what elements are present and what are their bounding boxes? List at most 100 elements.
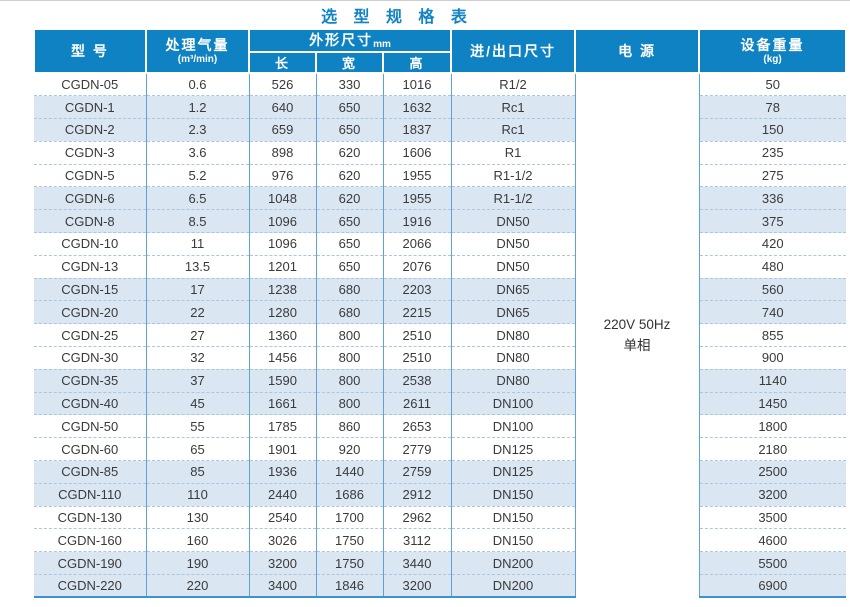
cell-height: 2912 [382, 482, 452, 507]
cell-length: 1901 [248, 437, 317, 461]
cell-length: 1096 [248, 209, 317, 233]
cell-width: 800 [315, 346, 384, 370]
cell-height: 3200 [382, 574, 452, 599]
cell-height: 3112 [382, 528, 452, 552]
cell-port: DN50 [450, 254, 576, 279]
cell-port: DN100 [450, 414, 576, 438]
cell-length: 1238 [248, 277, 317, 301]
cell-width: 1750 [315, 551, 384, 575]
cell-capacity: 5.2 [145, 163, 250, 187]
cell-width: 650 [315, 118, 384, 142]
table-row: CGDN-13 13.5 1201 650 2076 DN50 480 [34, 254, 847, 279]
cell-width: 620 [315, 186, 384, 210]
cell-weight: 4600 [698, 528, 847, 552]
cell-length: 1661 [248, 391, 317, 415]
cell-port: R1-1/2 [450, 163, 576, 187]
cell-width: 1686 [315, 482, 384, 507]
cell-weight: 1140 [698, 368, 847, 393]
cell-capacity: 130 [145, 505, 250, 529]
cell-port: DN80 [450, 368, 576, 393]
col-header-dimensions-unit: mm [373, 39, 391, 51]
table-row: CGDN-1 1.2 640 650 1632 Rc1 78 [34, 95, 847, 119]
cell-width: 800 [315, 391, 384, 415]
cell-port: DN150 [450, 505, 576, 529]
table-row: CGDN-40 45 1661 800 2611 DN100 1450 [34, 391, 847, 415]
cell-model: CGDN-6 [34, 186, 147, 210]
cell-port: DN200 [450, 574, 576, 599]
cell-port: DN100 [450, 391, 576, 415]
cell-weight: 50 [698, 73, 847, 96]
cell-model: CGDN-3 [34, 140, 147, 165]
cell-port: DN50 [450, 209, 576, 233]
cell-width: 1700 [315, 505, 384, 529]
cell-width: 860 [315, 414, 384, 438]
cell-length: 3026 [248, 528, 317, 552]
cell-length: 1096 [248, 232, 317, 256]
cell-model: CGDN-25 [34, 323, 147, 347]
cell-length: 2440 [248, 482, 317, 507]
cell-weight: 560 [698, 277, 847, 301]
cell-width: 800 [315, 368, 384, 393]
cell-height: 1955 [382, 163, 452, 187]
table-row: CGDN-25 27 1360 800 2510 DN80 855 [34, 323, 847, 347]
cell-length: 1590 [248, 368, 317, 393]
cell-width: 1750 [315, 528, 384, 552]
cell-height: 2759 [382, 460, 452, 484]
cell-model: CGDN-20 [34, 300, 147, 324]
cell-capacity: 85 [145, 460, 250, 484]
spec-table: 型 号 处理气量 (m³/min) 外形尺寸mm 进/出口尺寸 电 源 设备重量 [33, 28, 848, 599]
col-header-model: 型 号 [33, 28, 147, 74]
page-title: 选 型 规 格 表 [321, 9, 473, 26]
col-header-capacity-unit: (m³/min) [177, 54, 218, 66]
cell-height: 2653 [382, 414, 452, 438]
cell-height: 2962 [382, 505, 452, 529]
cell-weight: 275 [698, 163, 847, 187]
cell-length: 1280 [248, 300, 317, 324]
cell-model: CGDN-8 [34, 209, 147, 233]
cell-model: CGDN-05 [34, 73, 147, 96]
cell-length: 976 [248, 163, 317, 187]
col-header-port: 进/出口尺寸 [450, 28, 577, 74]
cell-weight: 420 [698, 232, 847, 256]
cell-height: 2510 [382, 346, 452, 370]
cell-width: 650 [315, 209, 384, 233]
cell-length: 3400 [248, 574, 317, 599]
cell-port: DN200 [450, 551, 576, 575]
cell-model: CGDN-160 [34, 528, 147, 552]
cell-capacity: 1.2 [145, 95, 250, 119]
cell-height: 2215 [382, 300, 452, 324]
table-row: CGDN-15 17 1238 680 2203 DN65 560 [34, 277, 847, 301]
cell-width: 680 [315, 277, 384, 301]
cell-height: 1632 [382, 95, 452, 119]
cell-port: DN150 [450, 482, 576, 507]
cell-height: 2076 [382, 254, 452, 279]
cell-weight: 150 [698, 118, 847, 142]
power-supply-line1: 220V 50Hz [603, 316, 671, 332]
cell-model: CGDN-50 [34, 414, 147, 438]
table-row: CGDN-8 8.5 1096 650 1916 DN50 375 [34, 209, 847, 233]
cell-length: 1936 [248, 460, 317, 484]
cell-port: R1-1/2 [450, 186, 576, 210]
col-header-weight-unit: (kg) [763, 54, 782, 66]
col-header-height: 高 [381, 51, 453, 74]
cell-height: 1016 [382, 73, 452, 96]
col-header-width: 宽 [315, 51, 384, 74]
cell-port: DN65 [450, 277, 576, 301]
cell-capacity: 32 [145, 346, 250, 370]
col-header-model-label: 型 号 [71, 43, 109, 59]
table-row: CGDN-60 65 1901 920 2779 DN125 2180 [34, 437, 847, 461]
cell-capacity: 110 [145, 482, 250, 507]
cell-width: 620 [315, 163, 384, 187]
cell-capacity: 11 [145, 232, 250, 256]
cell-model: CGDN-30 [34, 346, 147, 370]
cell-width: 650 [315, 95, 384, 119]
table-row: CGDN-50 55 1785 860 2653 DN100 1800 [34, 414, 847, 438]
cell-port: DN80 [450, 346, 576, 370]
cell-port: Rc1 [450, 95, 576, 119]
cell-capacity: 160 [145, 528, 250, 552]
cell-weight: 740 [698, 300, 847, 324]
col-header-dimensions-label: 外形尺寸 [309, 32, 374, 49]
table-row: CGDN-110 110 2440 1686 2912 DN150 3200 [34, 482, 847, 507]
table-row: CGDN-6 6.5 1048 620 1955 R1-1/2 336 [34, 186, 847, 210]
cell-model: CGDN-13 [34, 254, 147, 279]
